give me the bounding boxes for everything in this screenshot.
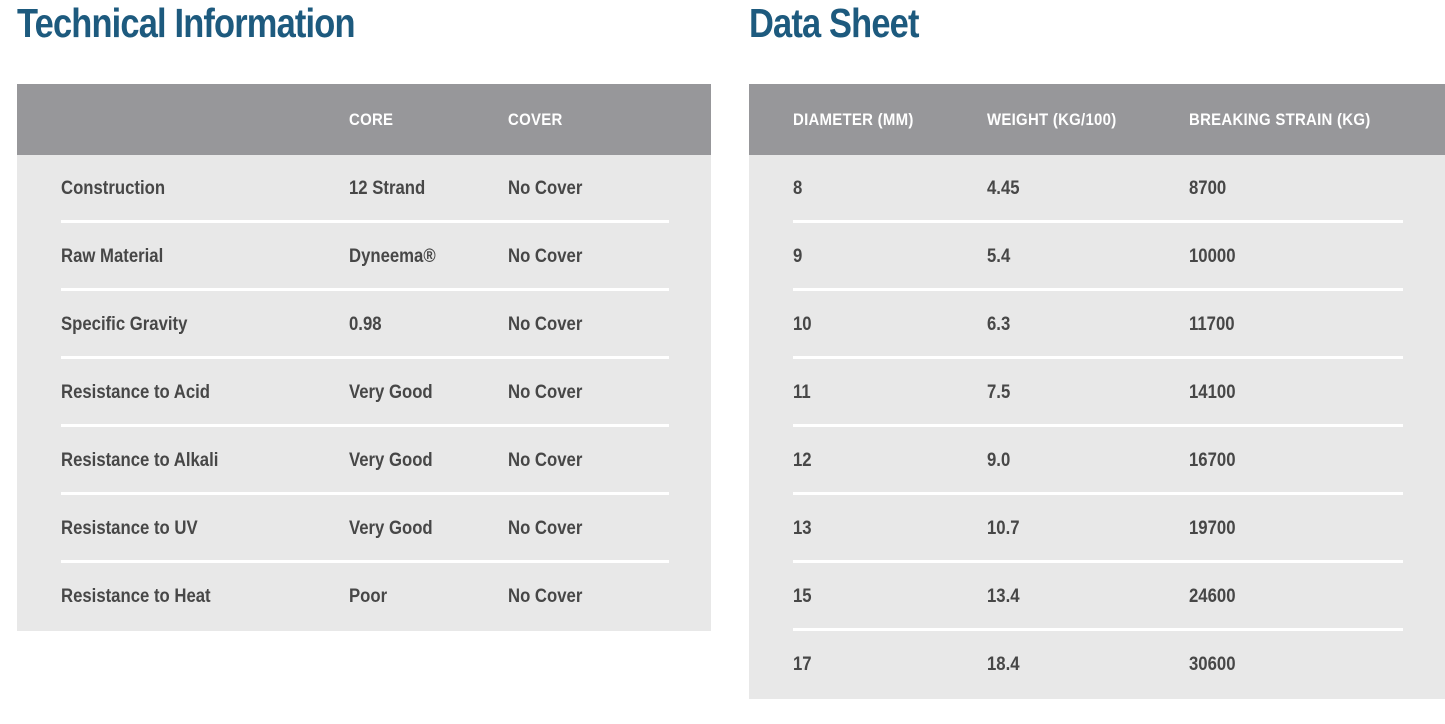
property-cell: Resistance to Alkali — [61, 450, 219, 471]
diameter-cell: 11 — [793, 382, 811, 403]
core-cell: Dyneema® — [349, 246, 436, 267]
core-cell: Very Good — [349, 450, 433, 471]
table-row: 8 4.45 8700 — [749, 155, 1445, 223]
diameter-cell: 9 — [793, 246, 803, 267]
header-diameter: DIAMETER (MM) — [793, 109, 914, 129]
technical-information-title: Technical Information — [17, 0, 355, 46]
table-row: Construction 12 Strand No Cover — [17, 155, 711, 223]
core-cell: 12 Strand — [349, 178, 426, 199]
cover-cell: No Cover — [508, 450, 583, 471]
technical-information-body: Construction 12 Strand No Cover Raw Mate… — [17, 155, 711, 631]
weight-cell: 10.7 — [987, 518, 1020, 539]
weight-cell: 9.0 — [987, 450, 1011, 471]
diameter-cell: 8 — [793, 178, 803, 199]
table-row: Resistance to Heat Poor No Cover — [17, 563, 711, 631]
header-weight: WEIGHT (KG/100) — [987, 109, 1117, 129]
property-cell: Construction — [61, 178, 166, 199]
data-sheet-body: 8 4.45 8700 9 5.4 10000 10 6.3 11700 11 … — [749, 155, 1445, 699]
cover-cell: No Cover — [508, 586, 583, 607]
table-row: Specific Gravity 0.98 No Cover — [17, 291, 711, 359]
table-row: 10 6.3 11700 — [749, 291, 1445, 359]
diameter-cell: 10 — [793, 314, 812, 335]
breaking-strain-cell: 14100 — [1189, 382, 1236, 403]
breaking-strain-cell: 10000 — [1189, 246, 1236, 267]
header-breaking-strain: BREAKING STRAIN (KG) — [1189, 109, 1371, 129]
property-cell: Resistance to UV — [61, 518, 198, 539]
cover-cell: No Cover — [508, 518, 583, 539]
breaking-strain-cell: 8700 — [1189, 178, 1227, 199]
core-cell: Very Good — [349, 518, 433, 539]
table-row: Resistance to Acid Very Good No Cover — [17, 359, 711, 427]
table-row: 11 7.5 14100 — [749, 359, 1445, 427]
weight-cell: 4.45 — [987, 178, 1020, 199]
diameter-cell: 15 — [793, 586, 812, 607]
data-sheet-header-row: DIAMETER (MM) WEIGHT (KG/100) BREAKING S… — [749, 84, 1445, 155]
breaking-strain-cell: 30600 — [1189, 654, 1236, 675]
cover-cell: No Cover — [508, 314, 583, 335]
weight-cell: 18.4 — [987, 654, 1020, 675]
table-row: 17 18.4 30600 — [749, 631, 1445, 699]
table-row: 15 13.4 24600 — [749, 563, 1445, 631]
table-row: Raw Material Dyneema® No Cover — [17, 223, 711, 291]
weight-cell: 7.5 — [987, 382, 1011, 403]
cover-cell: No Cover — [508, 178, 583, 199]
table-row: Resistance to UV Very Good No Cover — [17, 495, 711, 563]
table-row: 13 10.7 19700 — [749, 495, 1445, 563]
diameter-cell: 12 — [793, 450, 812, 471]
breaking-strain-cell: 16700 — [1189, 450, 1236, 471]
technical-information-table: CORE COVER Construction 12 Strand No Cov… — [17, 84, 711, 631]
weight-cell: 5.4 — [987, 246, 1011, 267]
header-cover: COVER — [508, 109, 563, 129]
breaking-strain-cell: 11700 — [1189, 314, 1235, 335]
property-cell: Specific Gravity — [61, 314, 188, 335]
cover-cell: No Cover — [508, 246, 583, 267]
property-cell: Resistance to Acid — [61, 382, 210, 403]
cover-cell: No Cover — [508, 382, 583, 403]
table-row: 9 5.4 10000 — [749, 223, 1445, 291]
data-sheet-table: DIAMETER (MM) WEIGHT (KG/100) BREAKING S… — [749, 84, 1445, 699]
weight-cell: 13.4 — [987, 586, 1020, 607]
header-blank — [61, 110, 349, 130]
property-cell: Raw Material — [61, 246, 164, 267]
breaking-strain-cell: 19700 — [1189, 518, 1236, 539]
table-row: 12 9.0 16700 — [749, 427, 1445, 495]
core-cell: Poor — [349, 586, 388, 607]
diameter-cell: 17 — [793, 654, 812, 675]
property-cell: Resistance to Heat — [61, 586, 211, 607]
core-cell: 0.98 — [349, 314, 382, 335]
data-sheet-title: Data Sheet — [749, 0, 919, 46]
core-cell: Very Good — [349, 382, 433, 403]
diameter-cell: 13 — [793, 518, 812, 539]
header-core: CORE — [349, 109, 394, 129]
weight-cell: 6.3 — [987, 314, 1011, 335]
technical-information-header-row: CORE COVER — [17, 84, 711, 155]
table-row: Resistance to Alkali Very Good No Cover — [17, 427, 711, 495]
breaking-strain-cell: 24600 — [1189, 586, 1236, 607]
